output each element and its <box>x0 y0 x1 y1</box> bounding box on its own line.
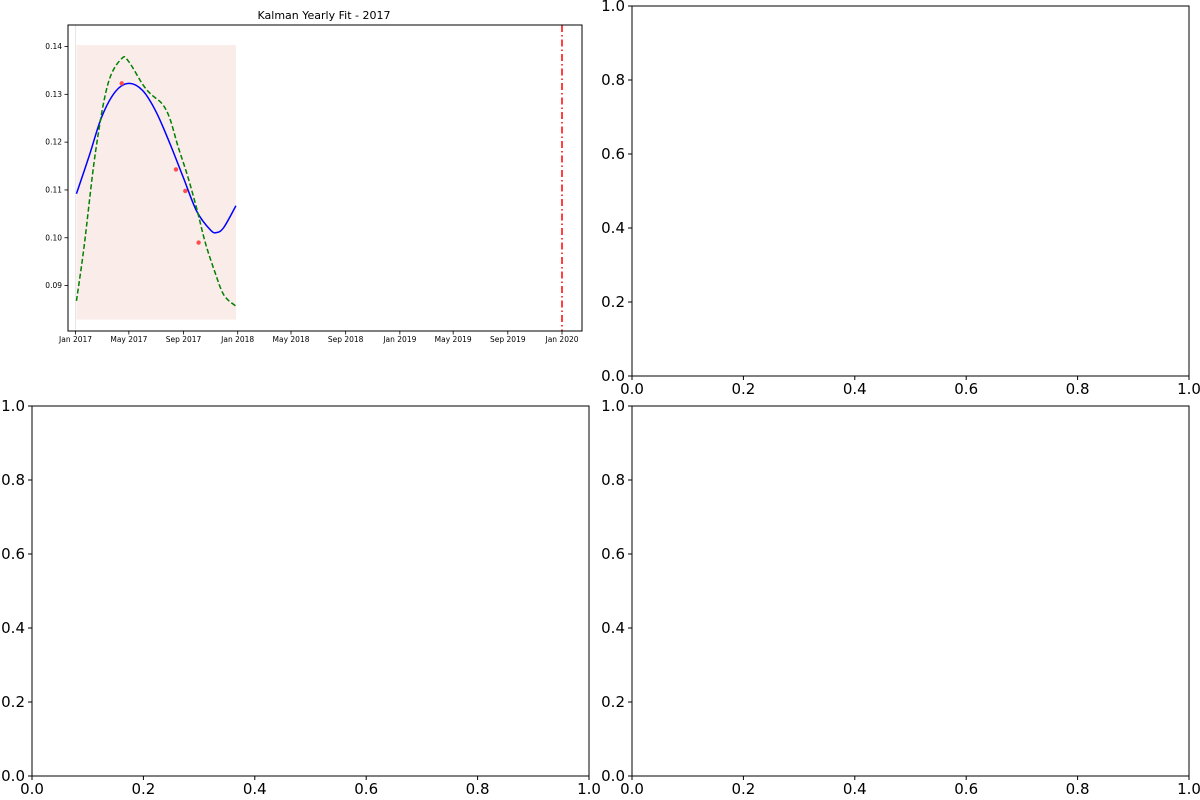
scatter-point <box>119 81 124 86</box>
x-tick-label: 1.0 <box>1177 380 1200 398</box>
x-tick-label: 0.2 <box>131 780 155 798</box>
x-tick-label: Jan 2020 <box>544 335 578 344</box>
fit-line <box>75 82 237 234</box>
y-tick-label: 0.2 <box>601 693 625 711</box>
x-tick-label: 0.4 <box>243 780 267 798</box>
x-tick-label: 0.2 <box>731 380 755 398</box>
axes-frame <box>67 24 583 332</box>
scatter-point <box>183 188 188 194</box>
y-tick-label: 0.14 <box>45 42 62 51</box>
empty-panel-bottom-left: 0.0 0.2 0.4 0.6 0.8 1.0 0.0 0.2 0.4 0.6 0.8 1.0 <box>1 397 601 798</box>
x-tick-label: Jan 2017 <box>58 335 92 344</box>
x-axis: 0.0 0.2 0.4 0.6 0.8 1.0 <box>20 776 601 798</box>
y-tick-label: 0.11 <box>45 186 62 195</box>
y-tick-label: 0.4 <box>1 619 25 637</box>
y-tick-label: 1.0 <box>601 0 625 15</box>
y-tick-label: 0.0 <box>601 767 625 785</box>
y-tick-label: 0.2 <box>601 293 625 311</box>
x-tick-label: 0.4 <box>843 380 867 398</box>
y-axis: 0.0 0.2 0.4 0.6 0.8 1.0 <box>601 397 632 785</box>
y-tick-label: 0.10 <box>45 233 62 242</box>
empty-panel-top-right: 0.0 0.2 0.4 0.6 0.8 1.0 0.0 0.2 0.4 0.6 0.8 1.0 <box>601 0 1200 398</box>
y-tick-label: 0.4 <box>601 219 625 237</box>
x-tick-label: 0.6 <box>354 780 378 798</box>
y-tick-label: 0.09 <box>45 281 62 290</box>
empty-panel-bottom-right: 0.0 0.2 0.4 0.6 0.8 1.0 0.0 0.2 0.4 0.6 0.8 1.0 <box>601 397 1200 798</box>
y-axis: 0.0 0.2 0.4 0.6 0.8 1.0 <box>1 397 32 785</box>
x-tick-label: Sep 2018 <box>328 335 364 344</box>
x-axis: 0.0 0.2 0.4 0.6 0.8 1.0 <box>620 776 1200 798</box>
y-tick-label: 0.6 <box>601 145 625 163</box>
y-tick-label: 0.8 <box>601 71 625 89</box>
x-tick-label: 1.0 <box>1177 780 1200 798</box>
x-tick-label: Jan 2018 <box>220 335 254 344</box>
plot-area <box>75 25 563 331</box>
y-tick-label: 1.0 <box>601 397 625 415</box>
y-tick-label: 0.0 <box>601 367 625 385</box>
y-tick-label: 0.0 <box>1 767 25 785</box>
chart-title: Kalman Yearly Fit - 2017 <box>258 9 391 22</box>
x-tick-label: 0.0 <box>620 780 644 798</box>
y-tick-label: 0.6 <box>601 545 625 563</box>
y-tick-label: 0.6 <box>1 545 25 563</box>
x-tick-label: 0.4 <box>843 780 867 798</box>
x-tick-label: 0.6 <box>954 380 978 398</box>
x-tick-label: Sep 2017 <box>166 335 202 344</box>
x-axis: 0.0 0.2 0.4 0.6 0.8 1.0 <box>620 376 1200 398</box>
y-tick-label: 0.12 <box>45 138 62 147</box>
x-tick-label: 0.2 <box>731 780 755 798</box>
x-tick-label: 1.0 <box>577 780 601 798</box>
x-tick-label: May 2018 <box>273 335 310 344</box>
y-tick-label: 0.4 <box>601 619 625 637</box>
x-tick-label: Jan 2019 <box>382 335 416 344</box>
y-axis: 0.09 0.10 0.11 0.12 0.13 0.14 <box>45 42 68 290</box>
scatter-point <box>196 240 201 245</box>
x-tick-label: 0.0 <box>620 380 644 398</box>
y-tick-label: 0.8 <box>601 471 625 489</box>
x-tick-label: Sep 2019 <box>490 335 526 344</box>
y-tick-label: 0.2 <box>1 693 25 711</box>
dashed-fit-line <box>75 56 237 307</box>
kalman-chart-panel: Kalman Yearly Fit - 2017 Jan 2017 May 201… <box>45 9 583 344</box>
x-tick-label: 0.8 <box>1066 380 1090 398</box>
scatter-point <box>173 167 179 172</box>
y-axis: 0.0 0.2 0.4 0.6 0.8 1.0 <box>601 0 632 385</box>
x-tick-label: May 2017 <box>110 335 147 344</box>
axes-frame <box>31 405 590 777</box>
x-tick-label: May 2019 <box>435 335 472 344</box>
y-tick-label: 0.8 <box>1 471 25 489</box>
x-tick-label: 0.8 <box>466 780 490 798</box>
axes-frame <box>631 5 1190 377</box>
x-tick-label: 0.8 <box>1066 780 1090 798</box>
y-tick-label: 1.0 <box>1 397 25 415</box>
y-tick-label: 0.13 <box>45 90 62 99</box>
x-tick-label: 0.6 <box>954 780 978 798</box>
axes-frame <box>631 405 1190 777</box>
x-tick-label: 0.0 <box>20 780 44 798</box>
x-axis: Jan 2017 May 2017 Sep 2017 Jan 2018 May 2018… <box>58 331 579 344</box>
shaded-region <box>76 45 236 320</box>
